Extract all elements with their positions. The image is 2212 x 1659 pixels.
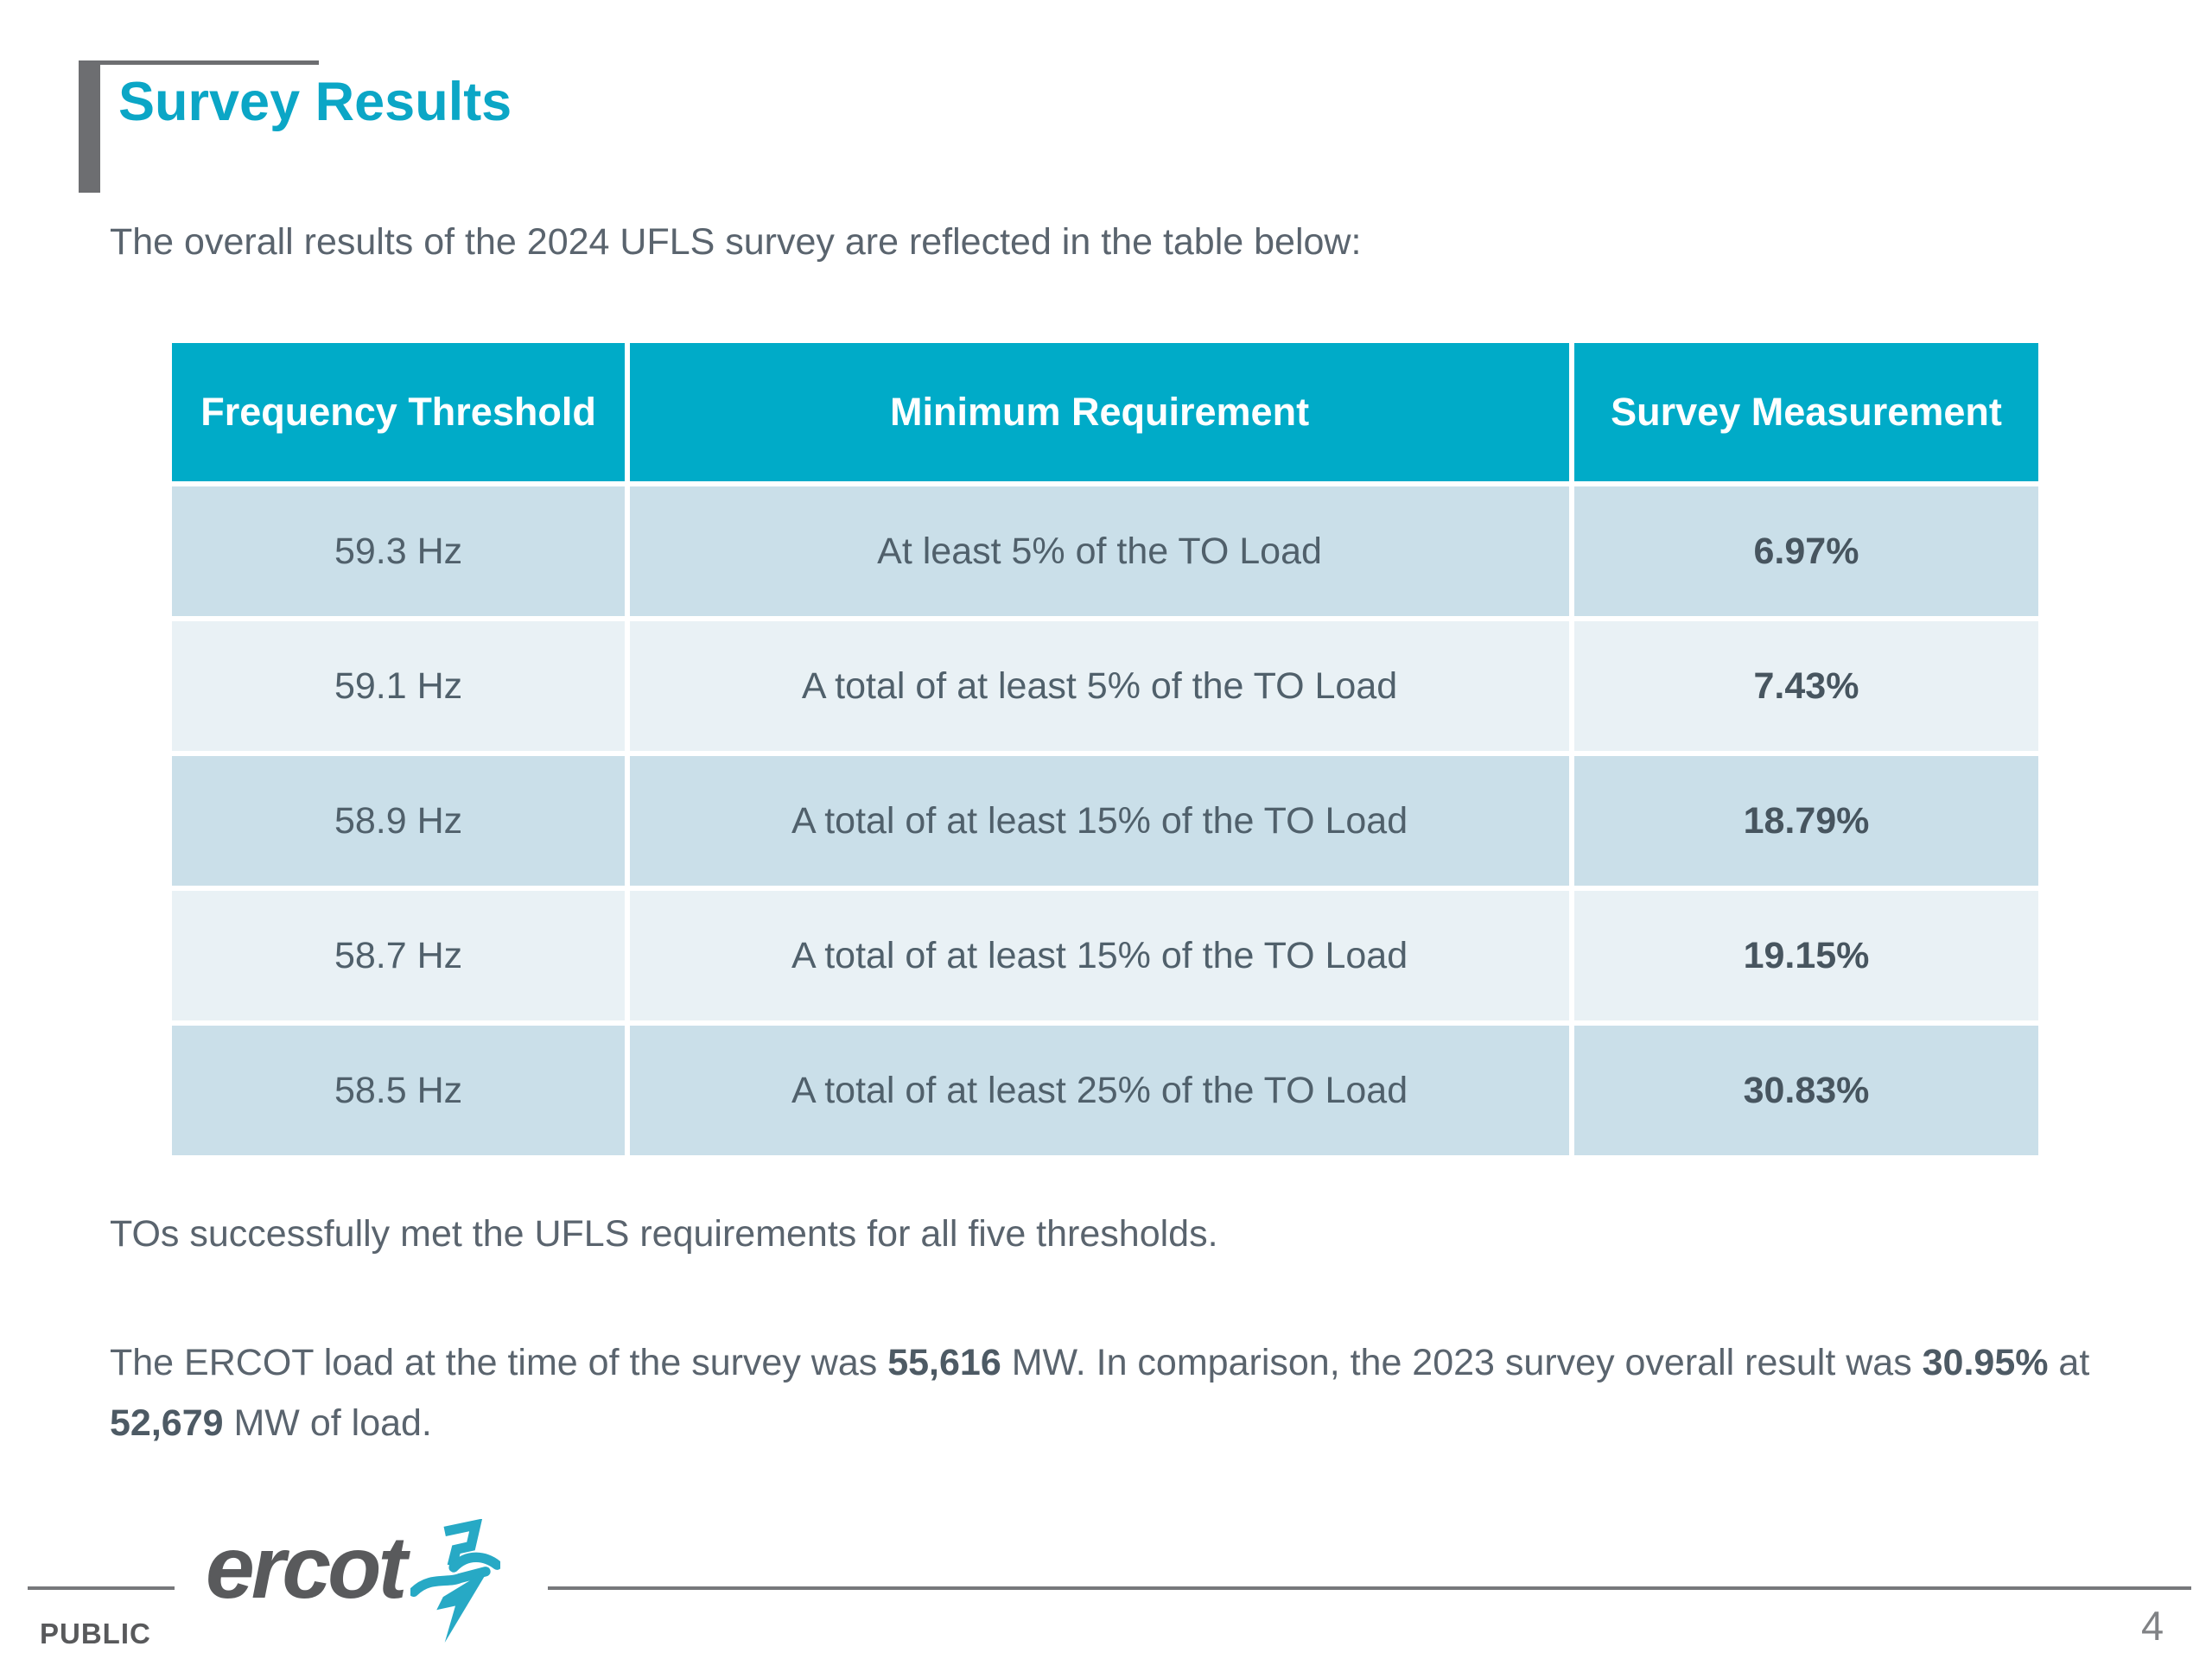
threshold-cell: 59.1 Hz: [172, 621, 626, 751]
threshold-cell: 58.7 Hz: [172, 891, 626, 1020]
column-header-survey-measurement: Survey Measurement: [1573, 343, 2038, 481]
table-row: 59.3 Hz At least 5% of the TO Load 6.97%: [172, 486, 2038, 616]
measurement-cell: 19.15%: [1573, 891, 2038, 1020]
comparison-paragraph: The ERCOT load at the time of the survey…: [110, 1332, 2149, 1453]
threshold-cell: 58.5 Hz: [172, 1026, 626, 1155]
load-2024-value: 55,616: [887, 1342, 1001, 1383]
requirement-cell: A total of at least 5% of the TO Load: [630, 621, 1569, 751]
requirement-cell: At least 5% of the TO Load: [630, 486, 1569, 616]
threshold-cell: 58.9 Hz: [172, 756, 626, 886]
title-accent-topline: [79, 60, 319, 65]
footer-divider-left: [28, 1586, 175, 1590]
load-2023-value: 52,679: [110, 1402, 224, 1445]
intro-text: The overall results of the 2024 UFLS sur…: [110, 221, 1362, 263]
comparison-segment: MW of load.: [223, 1402, 432, 1445]
table-row: 58.9 Hz A total of at least 15% of the T…: [172, 756, 2038, 886]
ercot-logo: ercot: [206, 1517, 501, 1647]
table-header-row: Frequency Threshold Minimum Requirement …: [172, 343, 2038, 481]
footer-divider-right: [548, 1586, 2191, 1590]
table-row: 58.7 Hz A total of at least 15% of the T…: [172, 891, 2038, 1020]
page-number: 4: [2141, 1603, 2164, 1649]
table-row: 59.1 Hz A total of at least 5% of the TO…: [172, 621, 2038, 751]
measurement-cell: 6.97%: [1573, 486, 2038, 616]
requirement-cell: A total of at least 15% of the TO Load: [630, 756, 1569, 886]
summary-note: TOs successfully met the UFLS requiremen…: [110, 1213, 1218, 1255]
comparison-segment: MW. In comparison, the 2023 survey overa…: [1001, 1342, 1923, 1383]
requirement-cell: A total of at least 15% of the TO Load: [630, 891, 1569, 1020]
title-accent-bar: [79, 60, 100, 193]
table-row: 58.5 Hz A total of at least 25% of the T…: [172, 1026, 2038, 1155]
threshold-cell: 59.3 Hz: [172, 486, 626, 616]
column-header-frequency-threshold: Frequency Threshold: [172, 343, 626, 481]
comparison-segment: The ERCOT load at the time of the survey…: [110, 1342, 888, 1383]
result-2023-value: 30.95%: [1922, 1342, 2049, 1383]
measurement-cell: 7.43%: [1573, 621, 2038, 751]
column-header-minimum-requirement: Minimum Requirement: [630, 343, 1569, 481]
comparison-segment: at: [2048, 1342, 2090, 1383]
survey-results-table: Frequency Threshold Minimum Requirement …: [167, 338, 2044, 1160]
measurement-cell: 18.79%: [1573, 756, 2038, 886]
requirement-cell: A total of at least 25% of the TO Load: [630, 1026, 1569, 1155]
ercot-logo-text: ercot: [206, 1518, 407, 1617]
measurement-cell: 30.83%: [1573, 1026, 2038, 1155]
page-title: Survey Results: [118, 72, 512, 132]
lightning-bolt-icon: [410, 1519, 501, 1643]
public-classification-label: PUBLIC: [40, 1618, 151, 1649]
